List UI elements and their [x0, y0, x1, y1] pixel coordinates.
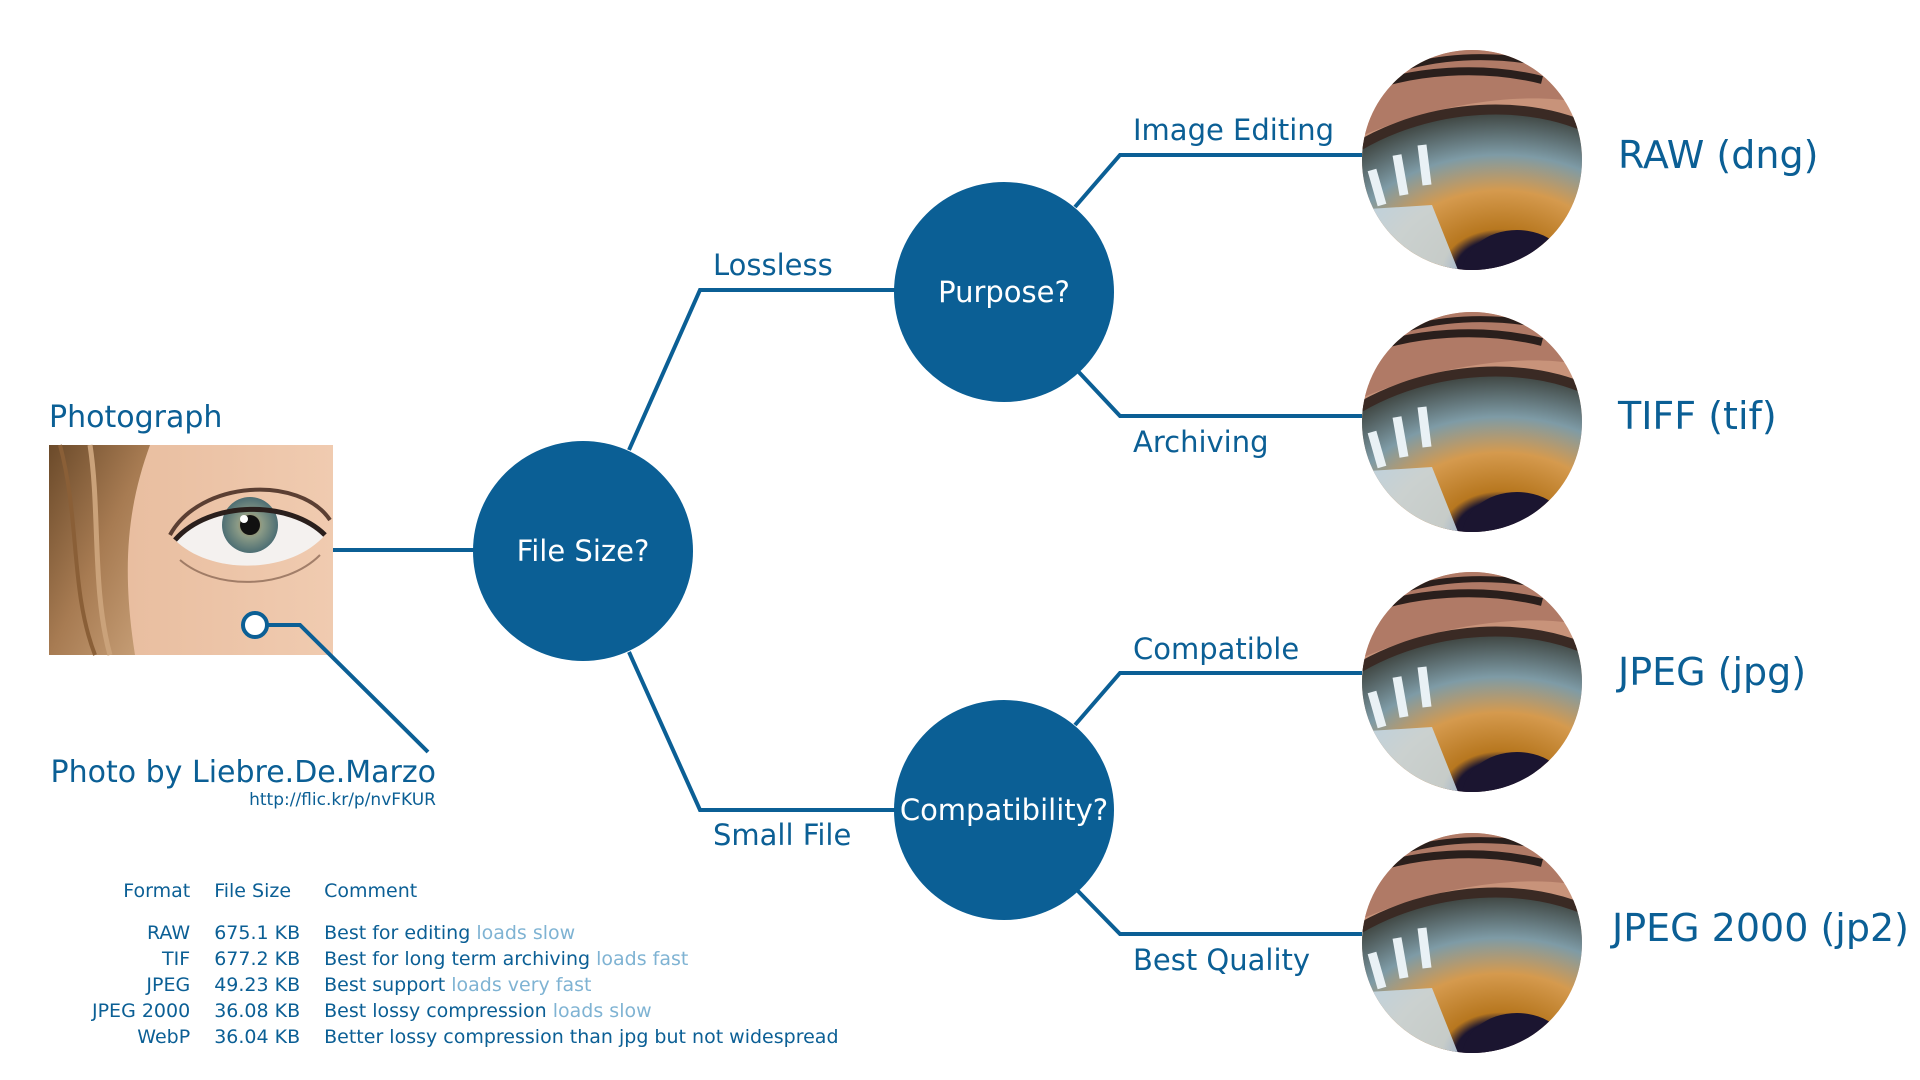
comment-note: loads slow [476, 922, 576, 944]
purpose-node [894, 182, 1114, 402]
cell-format: JPEG 2000 [92, 1000, 191, 1022]
result-jpeg2000: JPEG 2000 (jp2) [1612, 906, 1909, 950]
compatibility-node [894, 700, 1114, 920]
eye-photo-icon [49, 444, 333, 656]
comment-note: loads very fast [451, 974, 592, 996]
comment-text: Best for editing [324, 922, 471, 944]
cell-size: 36.04 KB [214, 1026, 301, 1048]
result-tiff: TIFF (tif) [1618, 394, 1777, 438]
cell-size: 675.1 KB [214, 922, 301, 944]
comment-text: Best for long term archiving [324, 948, 591, 970]
header-comment: Comment [324, 880, 418, 902]
cell-format: TIF [162, 948, 191, 970]
table-row: TIF 677.2 KB Best for long term archivin… [80, 946, 851, 972]
comment-text: Best support [324, 974, 446, 996]
comment-text: Best lossy compression [324, 1000, 547, 1022]
raw-thumbnail-icon [1352, 40, 1592, 320]
cell-size: 677.2 KB [214, 948, 301, 970]
result-jpeg: JPEG (jpg) [1618, 650, 1807, 694]
purpose-label: Purpose? [938, 275, 1070, 309]
photo-credit-url[interactable]: http://flic.kr/p/nvFKUR [249, 790, 436, 810]
edge-lossless: Lossless [713, 248, 833, 282]
cell-size: 36.08 KB [214, 1000, 301, 1022]
file-size-label: File Size? [516, 534, 650, 568]
cell-comment: Best lossy compression loads slow [312, 998, 850, 1024]
edge-best-quality: Best Quality [1133, 943, 1311, 977]
edge-archiving: Archiving [1133, 425, 1269, 459]
cell-comment: Best for editing loads slow [312, 920, 850, 946]
cell-format: WebP [137, 1026, 191, 1048]
cell-comment: Best support loads very fast [312, 972, 850, 998]
file-size-node [473, 441, 693, 661]
edge-compatible: Compatible [1133, 632, 1300, 666]
cell-size: 49.23 KB [214, 974, 301, 996]
connector-lines [267, 153, 1362, 936]
cell-comment: Best for long term archiving loads fast [312, 946, 850, 972]
header-format: Format [123, 880, 191, 902]
jpeg2000-thumbnail-icon [1352, 823, 1592, 1080]
header-file-size: File Size [214, 880, 292, 902]
cell-comment: Better lossy compression than jpg but no… [312, 1024, 850, 1050]
table-row: JPEG 2000 36.08 KB Best lossy compressio… [80, 998, 851, 1024]
pointer-marker [241, 611, 269, 639]
table-row: WebP 36.04 KB Better lossy compression t… [80, 1024, 851, 1050]
table-row: RAW 675.1 KB Best for editing loads slow [80, 920, 851, 946]
edge-image-editing: Image Editing [1133, 113, 1335, 147]
comment-note: loads slow [552, 1000, 652, 1022]
cell-format: JPEG [146, 974, 191, 996]
jpeg-thumbnail-icon [1352, 562, 1592, 842]
table-row: JPEG 49.23 KB Best support loads very fa… [80, 972, 851, 998]
format-comparison-table: Format File Size Comment RAW 675.1 KB Be… [80, 880, 851, 1050]
photo-credit: Photo by Liebre.De.Marzo [50, 755, 436, 790]
comment-note: loads fast [596, 948, 689, 970]
tiff-thumbnail-icon [1352, 302, 1592, 582]
compatibility-label: Compatibility? [899, 793, 1109, 827]
edge-small-file: Small File [713, 818, 852, 852]
photograph-title: Photograph [49, 400, 223, 435]
comment-text: Better lossy compression than jpg but no… [324, 1026, 839, 1048]
result-raw: RAW (dng) [1618, 133, 1819, 177]
table-header-row: Format File Size Comment [80, 880, 851, 920]
cell-format: RAW [147, 922, 191, 944]
